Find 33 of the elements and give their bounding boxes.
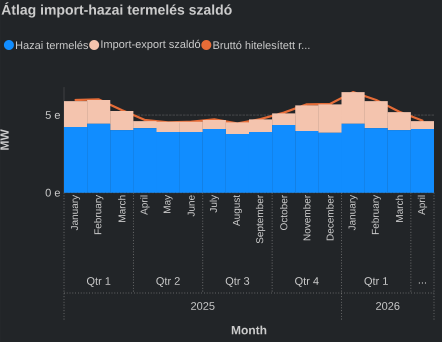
text: Qtr 3 (226, 277, 250, 287)
x-tick-label: August (232, 194, 242, 226)
line-series (74, 90, 424, 125)
text: Qtr 4 (295, 277, 319, 287)
text: Qtr 1 (364, 277, 388, 287)
text: Qtr 1 (86, 277, 110, 287)
x-tick-label: May (164, 194, 173, 213)
x-tick-label: July (210, 194, 219, 213)
x-tick-label: February (94, 194, 104, 234)
x-tick-label: September (256, 195, 266, 244)
text: ... (418, 282, 426, 284)
x-tick-label: June (188, 195, 195, 216)
chart-title: Átlag import-hazai termelés szaldó (2, 2, 232, 18)
x-tick-label: March (118, 196, 126, 222)
x-tick-label: February (372, 194, 381, 234)
legend-label: Hazai termelés (16, 40, 88, 50)
x-tick-label: April (418, 196, 428, 215)
y-axis-title: MW (0, 129, 9, 150)
x-tick-label: January (348, 194, 358, 230)
text: 2025 (191, 302, 215, 310)
text: Month (232, 326, 266, 334)
x-tick-label: December (326, 195, 334, 240)
x-tick-label: March (396, 196, 403, 222)
legend-label: Import-export szaldó (101, 40, 200, 50)
x-tick-label: April (140, 196, 150, 215)
text: Qtr 2 (156, 277, 180, 287)
text: 2026 (376, 302, 400, 310)
y-tick-label: 0 e (46, 188, 60, 197)
x-tick-label: October (280, 195, 288, 230)
legend-label: Bruttó hitelesített r... (213, 40, 310, 50)
x-tick-label: November (303, 195, 310, 240)
y-tick-label: 5 e (46, 111, 60, 119)
x-tick-label: January (71, 194, 80, 230)
